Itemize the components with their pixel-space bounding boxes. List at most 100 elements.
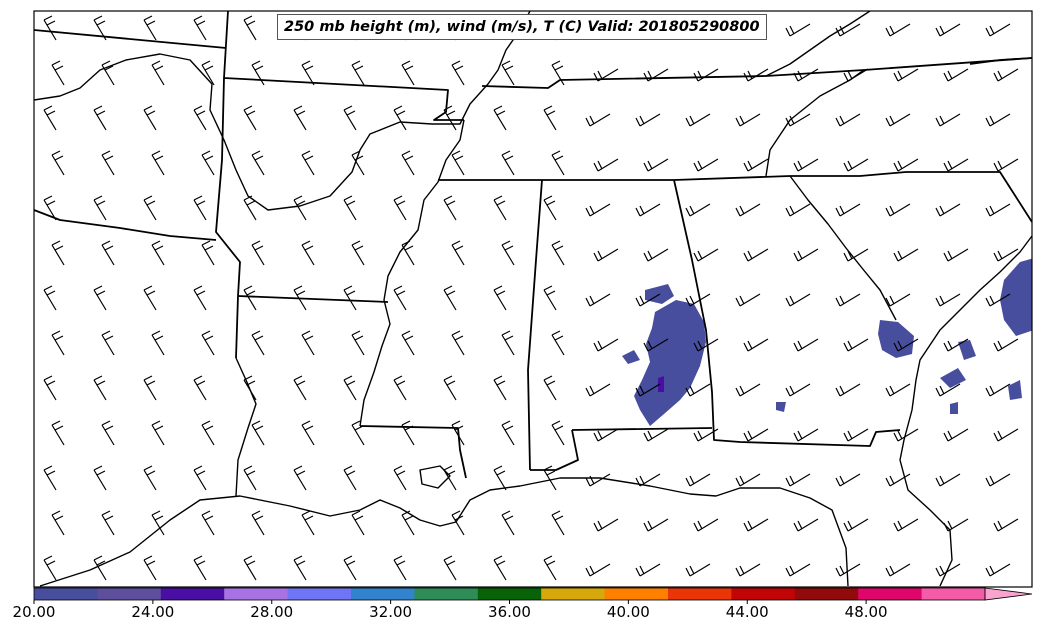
wind-barb	[685, 383, 711, 397]
wind-barb	[593, 428, 619, 442]
temp-contour-coast-4	[1000, 258, 1032, 336]
river-line	[235, 357, 257, 497]
wind-barb	[343, 555, 357, 581]
wind-barb	[443, 555, 457, 581]
wind-barb	[301, 240, 315, 266]
wind-barb	[101, 420, 115, 446]
wind-barb	[251, 420, 265, 446]
temp-contour-alabama-main	[634, 300, 706, 426]
colorbar-extend-arrow	[984, 587, 1033, 601]
wind-barb	[835, 383, 861, 397]
wind-barb	[685, 113, 711, 127]
wind-barb	[835, 203, 861, 217]
wind-barb	[743, 158, 769, 172]
river-line	[789, 175, 897, 321]
wind-barb	[101, 150, 115, 176]
wind-barb	[985, 473, 1011, 487]
wind-barb	[451, 420, 465, 446]
wind-barb	[843, 158, 869, 172]
temp-contour-coast-5	[950, 402, 958, 414]
wind-barb	[693, 518, 719, 532]
colorbar-segment	[921, 588, 986, 600]
temp-contour-alabama-west	[622, 350, 640, 364]
wind-barb	[143, 105, 157, 131]
wind-barb	[293, 195, 307, 221]
wind-barb	[885, 383, 911, 397]
wind-barb	[785, 563, 811, 577]
wind-barb	[893, 428, 919, 442]
wind-barb	[993, 248, 1019, 262]
wind-barb	[643, 338, 669, 352]
wind-barb	[935, 23, 961, 37]
wind-barb	[201, 60, 215, 86]
colorbar-segment	[477, 588, 542, 600]
wind-barb	[585, 383, 611, 397]
wind-barb	[151, 240, 165, 266]
wind-barb	[935, 473, 961, 487]
state-boundary	[571, 427, 713, 431]
wind-barb	[693, 338, 719, 352]
wind-barb	[143, 285, 157, 311]
wind-barb	[343, 285, 357, 311]
wind-barb	[293, 285, 307, 311]
wind-barb	[593, 158, 619, 172]
colorbar-segment	[34, 588, 98, 600]
wind-barb	[551, 330, 565, 356]
wind-barb	[443, 465, 457, 491]
wind-barb	[293, 375, 307, 401]
wind-barb	[635, 113, 661, 127]
wind-barb	[935, 113, 961, 127]
wind-barb	[543, 195, 557, 221]
wind-barb	[343, 105, 357, 131]
wind-barb	[43, 105, 57, 131]
wind-barb	[443, 285, 457, 311]
colorbar-segment	[604, 588, 669, 600]
wind-barb	[985, 23, 1011, 37]
wind-barb	[401, 240, 415, 266]
wind-barb	[501, 60, 515, 86]
wind-barb	[143, 465, 157, 491]
wind-barb	[93, 375, 107, 401]
colorbar-tick-label: 36.00	[488, 603, 531, 621]
colorbar-segment	[858, 588, 923, 600]
wind-barb	[685, 293, 711, 307]
wind-barb	[501, 420, 515, 446]
wind-barb	[885, 473, 911, 487]
map-frame	[33, 10, 1033, 588]
wind-barb	[835, 293, 861, 307]
wind-barb	[51, 510, 65, 536]
wind-barb	[243, 555, 257, 581]
wind-barb	[835, 563, 861, 577]
wind-barb	[343, 375, 357, 401]
colorbar-segment	[351, 588, 415, 600]
wind-barb	[193, 555, 207, 581]
wind-barb	[785, 383, 811, 397]
wind-barb	[543, 375, 557, 401]
wind-barb	[493, 465, 507, 491]
state-boundaries	[34, 11, 1032, 479]
wind-barb	[935, 293, 961, 307]
wind-barb	[935, 383, 961, 397]
wind-barb	[51, 150, 65, 176]
wind-barb	[743, 68, 769, 82]
wind-barb	[543, 285, 557, 311]
wind-barb	[501, 150, 515, 176]
wind-barb	[551, 420, 565, 446]
wind-barb	[443, 195, 457, 221]
wind-barb	[585, 293, 611, 307]
wind-barb	[93, 285, 107, 311]
wind-barb	[43, 555, 57, 581]
colorbar-segment	[668, 588, 732, 600]
wind-barb	[351, 330, 365, 356]
wind-barb	[693, 68, 719, 82]
state-boundary	[481, 57, 1032, 89]
wind-barb	[151, 60, 165, 86]
colorbar-segment	[224, 588, 289, 600]
wind-barb	[743, 338, 769, 352]
wind-barbs	[43, 15, 1019, 581]
wind-barb	[293, 465, 307, 491]
map-title: 250 mb height (m), wind (m/s), T (C) Val…	[277, 14, 767, 40]
wind-barb	[393, 555, 407, 581]
wind-barb	[693, 248, 719, 262]
wind-barb	[51, 240, 65, 266]
